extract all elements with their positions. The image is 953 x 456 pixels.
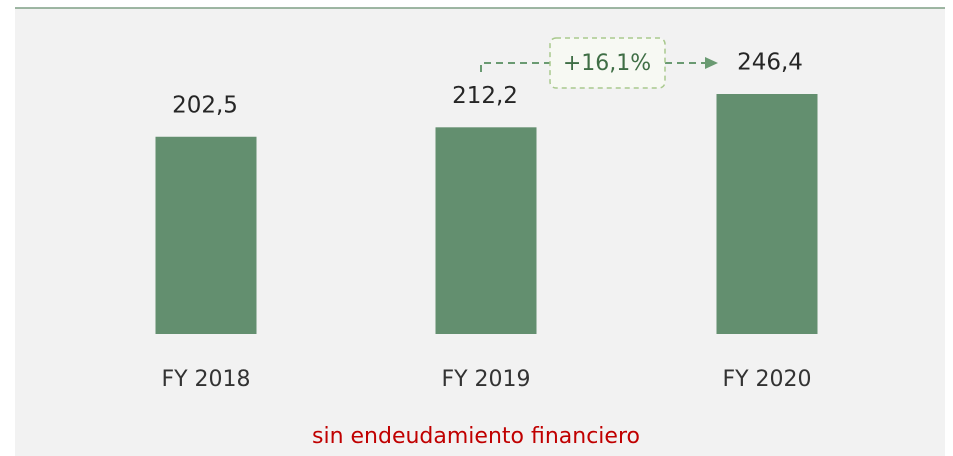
bar: [155, 136, 257, 334]
x-tick-label: FY 2019: [441, 367, 530, 392]
bar: [716, 94, 818, 334]
annotation: +16,1%: [563, 51, 651, 76]
bar: [435, 127, 537, 334]
value-label: 212,2: [452, 83, 518, 109]
x-tick-label: FY 2020: [722, 367, 811, 392]
footnote: sin endeudamiento financiero: [312, 424, 640, 449]
growth-connector: [480, 62, 706, 72]
annotation-box: [549, 37, 666, 89]
value-label: 202,5: [172, 92, 238, 118]
arrow-head: [705, 57, 718, 69]
x-tick-label: FY 2018: [161, 367, 250, 392]
value-label: 246,4: [737, 50, 803, 76]
